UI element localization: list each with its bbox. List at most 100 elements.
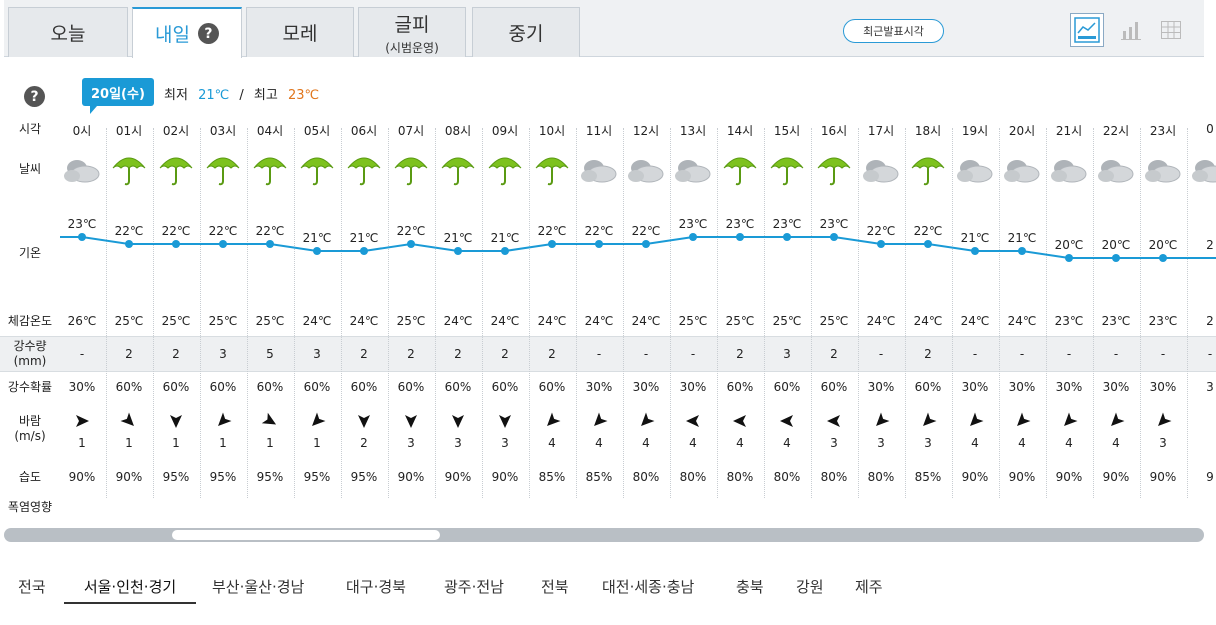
tab-4[interactable]: 중기 xyxy=(472,7,580,57)
temperature-label: 22℃ xyxy=(538,224,567,238)
feels-like-cell: 25℃ xyxy=(819,314,849,328)
humidity-cell: 90% xyxy=(1149,470,1177,484)
temperature-label: 22℃ xyxy=(162,224,191,238)
probability-cell: 30% xyxy=(867,380,895,394)
temperature-label: 21℃ xyxy=(491,231,520,245)
humidity-cell: 85% xyxy=(585,470,613,484)
temperature-label: 22℃ xyxy=(867,224,896,238)
cloudy-icon xyxy=(1192,160,1216,183)
region-tab-0[interactable]: 전국 xyxy=(18,578,46,596)
hour-cell: 03시 xyxy=(209,124,237,138)
temperature-point xyxy=(1065,254,1073,262)
probability-cell: 30% xyxy=(1008,380,1036,394)
temperature-point xyxy=(360,247,368,255)
hour-cell: 13시 xyxy=(679,124,707,138)
bar-view-button[interactable] xyxy=(1114,13,1148,47)
wind-arrow-icon xyxy=(312,412,326,426)
probability-cell: 60% xyxy=(491,380,519,394)
tab-sublabel: (시범운영) xyxy=(385,40,439,55)
humidity-cell: 90% xyxy=(1102,470,1130,484)
region-tab-3[interactable]: 대구·경북 xyxy=(346,578,406,596)
wind-arrow-icon xyxy=(547,412,561,426)
column-divider xyxy=(622,128,624,498)
precipitation-cell: 2 xyxy=(548,347,556,361)
precipitation-cell: 5 xyxy=(266,347,274,361)
precipitation-cell: - xyxy=(1207,347,1213,361)
precipitation-cell: 2 xyxy=(172,347,180,361)
precipitation-cell: - xyxy=(878,347,884,361)
probability-cell: 60% xyxy=(303,380,331,394)
humidity-cell: 95% xyxy=(303,470,331,484)
probability-cell: 60% xyxy=(115,380,143,394)
precipitation-cell: 3 xyxy=(783,347,791,361)
rain-umbrella-icon xyxy=(206,157,240,186)
table-view-button[interactable] xyxy=(1154,13,1188,47)
wind-speed-cell: 1 xyxy=(78,436,86,450)
tab-1[interactable]: 내일? xyxy=(132,7,242,58)
recent-release-time-button[interactable]: 최근발표시각 xyxy=(843,19,944,43)
wind-arrow-icon xyxy=(261,412,277,425)
temperature-label: 23℃ xyxy=(820,217,849,231)
min-label: 최저 xyxy=(164,88,188,103)
wind-speed-cell: 4 xyxy=(1018,436,1026,450)
precipitation-cell: 3 xyxy=(219,347,227,361)
feels-like-cell: 25℃ xyxy=(161,314,191,328)
wind-speed-cell: 4 xyxy=(642,436,650,450)
horizontal-scrollbar[interactable] xyxy=(4,528,1204,542)
temperature-label: 21℃ xyxy=(961,231,990,245)
temperature-point xyxy=(548,240,556,248)
humidity-cell: 80% xyxy=(679,470,707,484)
row-label-heat-impact: 폭염영향 xyxy=(7,500,53,514)
region-tab-8[interactable]: 강원 xyxy=(796,578,824,596)
temperature-label: 21℃ xyxy=(350,231,379,245)
wind-speed-cell: 3 xyxy=(454,436,462,450)
column-divider xyxy=(1045,128,1047,498)
region-tab-9[interactable]: 제주 xyxy=(855,578,883,596)
column-divider xyxy=(716,128,718,498)
humidity-cell: 80% xyxy=(820,470,848,484)
help-icon[interactable]: ? xyxy=(24,86,45,107)
row-label-weather: 날씨 xyxy=(18,162,42,176)
region-tab-4[interactable]: 광주·전남 xyxy=(444,578,504,596)
region-tab-7[interactable]: 충북 xyxy=(736,578,764,596)
region-tab-6[interactable]: 대전·세종·충남 xyxy=(602,578,695,596)
precipitation-cell: 2 xyxy=(924,347,932,361)
hour-cell: 17시 xyxy=(867,124,895,138)
column-divider xyxy=(998,128,1000,498)
tab-2[interactable]: 모레 xyxy=(246,7,354,57)
hour-cell: 15시 xyxy=(773,124,801,138)
temperature-label: 23℃ xyxy=(726,217,755,231)
region-tab-1[interactable]: 서울·인천·경기 xyxy=(64,576,196,604)
cloudy-icon xyxy=(1004,160,1040,183)
column-divider xyxy=(857,128,859,498)
probability-cell: 60% xyxy=(350,380,378,394)
help-icon[interactable]: ? xyxy=(197,23,219,44)
precipitation-cell: 2 xyxy=(501,347,509,361)
rain-umbrella-icon xyxy=(159,157,193,186)
wind-speed-cell: 4 xyxy=(1065,436,1073,450)
chart-view-button[interactable] xyxy=(1070,13,1104,47)
feels-like-cell: 25℃ xyxy=(725,314,755,328)
wind-arrow-icon xyxy=(499,415,511,428)
temperature-label: 2 xyxy=(1206,238,1214,252)
cloudy-icon xyxy=(581,160,617,183)
feels-like-cell: 24℃ xyxy=(866,314,896,328)
hour-cell: 06시 xyxy=(350,124,378,138)
temperature-point xyxy=(736,233,744,241)
probability-cell: 60% xyxy=(820,380,848,394)
tab-0[interactable]: 오늘 xyxy=(8,7,128,57)
temperature-label: 20℃ xyxy=(1102,238,1131,252)
wind-label: 바람 xyxy=(18,414,42,428)
region-tab-2[interactable]: 부산·울산·경남 xyxy=(212,578,305,596)
row-label-precipitation: 강수량 (mm) xyxy=(0,339,60,369)
precipitation-cell: 2 xyxy=(830,347,838,361)
column-divider xyxy=(152,128,154,498)
tab-label: 모레 xyxy=(282,23,318,45)
probability-cell: 30% xyxy=(679,380,707,394)
feels-like-cell: 23℃ xyxy=(1054,314,1084,328)
tab-3[interactable]: 글피 (시범운영) xyxy=(358,7,466,57)
wind-arrow-icon xyxy=(686,415,699,427)
humidity-cell: 85% xyxy=(538,470,566,484)
scrollbar-thumb[interactable] xyxy=(172,530,440,540)
region-tab-5[interactable]: 전북 xyxy=(541,578,569,596)
